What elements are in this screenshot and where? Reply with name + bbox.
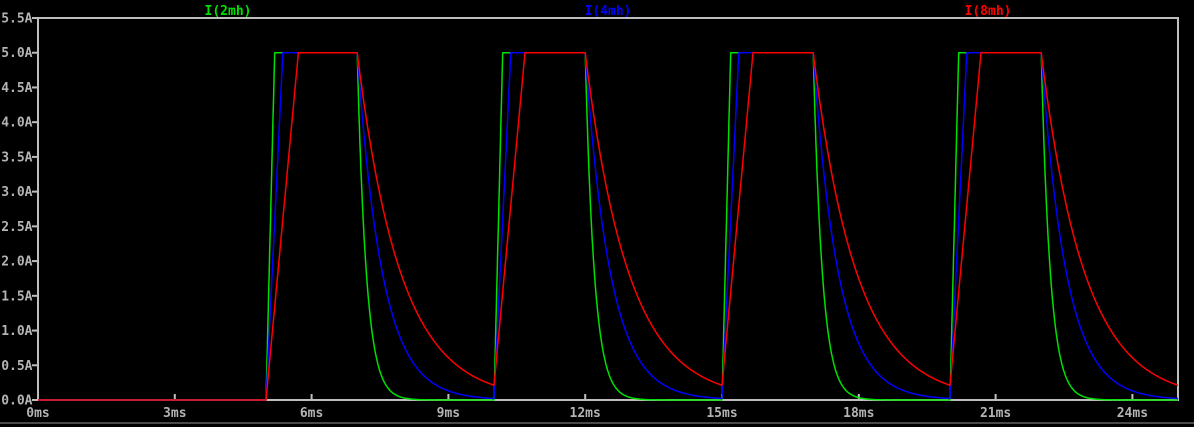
x-axis-label: 15ms [706,406,737,421]
plot-border [37,17,1179,401]
y-axis-label: 5.0A [1,46,32,61]
x-axis-label: 21ms [980,406,1011,421]
y-axis-label: 5.5A [1,12,32,27]
x-axis: 0ms 3ms 6ms 9ms 12ms 15ms 18ms 21ms 24ms [26,394,1148,421]
trace-i-8mh-[interactable] [37,51,1179,401]
y-axis-label: 4.0A [1,116,32,131]
x-axis-label: 24ms [1117,406,1148,421]
plot-border-rect [37,17,1179,401]
legend-label-i-8mh-[interactable]: I(8mh) [965,4,1012,19]
x-axis-label: 0ms [26,406,49,421]
legend-label-i-2mh-[interactable]: I(2mh) [205,4,252,19]
y-axis-label: 4.5A [1,81,32,96]
traces [37,51,1179,401]
y-axis-label: 3.0A [1,185,32,200]
x-axis-label: 6ms [300,406,323,421]
trace-i-4mh-[interactable] [37,51,1179,401]
legend: I(2mh) I(4mh) I(8mh) [205,4,1012,19]
y-axis-label: 0.0A [1,394,32,409]
y-axis-label: 2.5A [1,220,32,235]
x-axis-label: 12ms [570,406,601,421]
y-axis-label: 0.5A [1,359,32,374]
legend-label-i-4mh-[interactable]: I(4mh) [585,4,632,19]
y-axis-label: 1.0A [1,324,32,339]
y-axis: 5.5A 5.0A 4.5A 4.0A 3.5A 3.0A 2.5A 2.0A 1.5A 1.0A… [1,12,38,409]
x-axis-label: 18ms [843,406,874,421]
y-axis-label: 2.0A [1,255,32,270]
y-axis-label: 3.5A [1,150,32,165]
trace-i-2mh-[interactable] [37,51,1179,401]
y-axis-label: 1.5A [1,289,32,304]
x-axis-label: 9ms [437,406,460,421]
x-axis-label: 3ms [163,406,186,421]
